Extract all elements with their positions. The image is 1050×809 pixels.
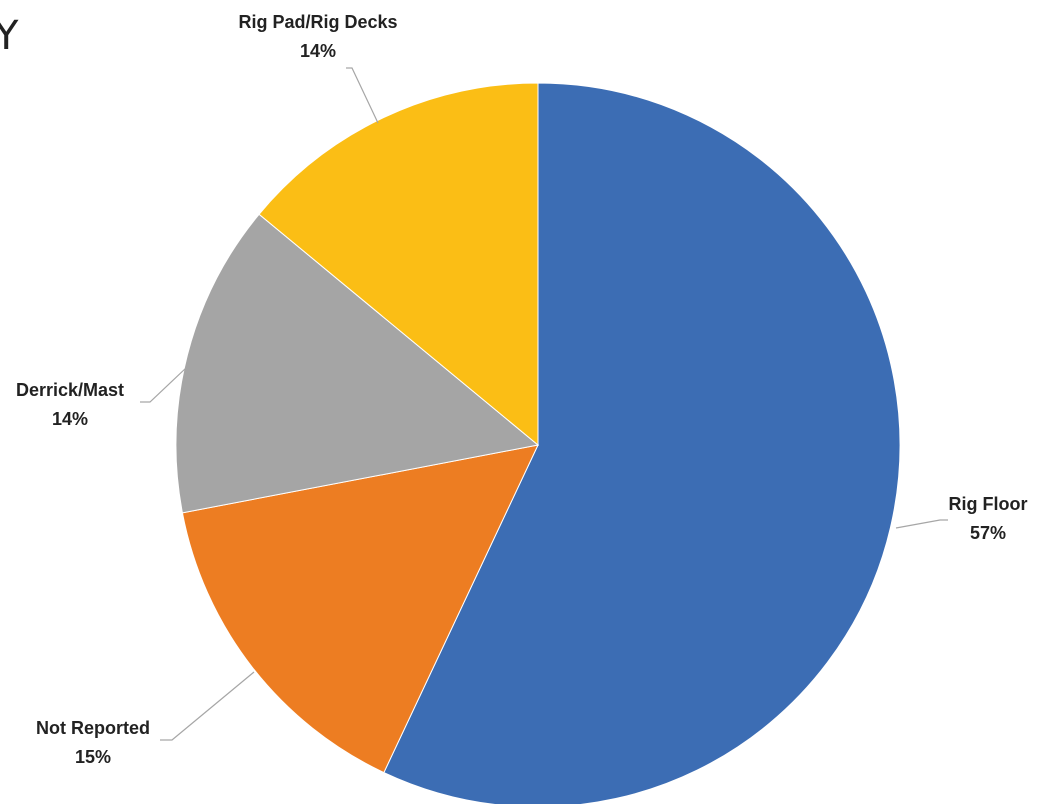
slice-percent-rig-pad-rig-decks: 14%	[300, 41, 336, 61]
pie-slice-derrick-mast	[175, 213, 540, 514]
pie-slice-not-reported	[181, 444, 539, 774]
slice-percent-not-reported: 15%	[75, 747, 111, 767]
leader-line-not-reported	[160, 671, 255, 741]
leader-line-rig-floor	[895, 519, 948, 529]
pie-slice-rig-pad-rig-decks	[258, 82, 539, 447]
pie-slices	[175, 82, 901, 808]
slice-label-derrick-mast: Derrick/Mast	[16, 380, 124, 400]
cropped-title-fragment: Y	[0, 13, 19, 59]
leader-line-derrick-mast	[140, 367, 187, 403]
pie-labels: Rig Floor 57% Not Reported 15% Derrick/Mast 1…	[16, 12, 1028, 767]
slice-percent-rig-floor: 57%	[970, 523, 1006, 543]
slice-label-rig-floor: Rig Floor	[949, 494, 1028, 514]
slice-label-not-reported: Not Reported	[36, 718, 150, 738]
leader-line-rig-pad-rig-decks	[346, 67, 379, 124]
slice-label-rig-pad-rig-decks: Rig Pad/Rig Decks	[238, 12, 397, 32]
slice-percent-derrick-mast: 14%	[52, 409, 88, 429]
